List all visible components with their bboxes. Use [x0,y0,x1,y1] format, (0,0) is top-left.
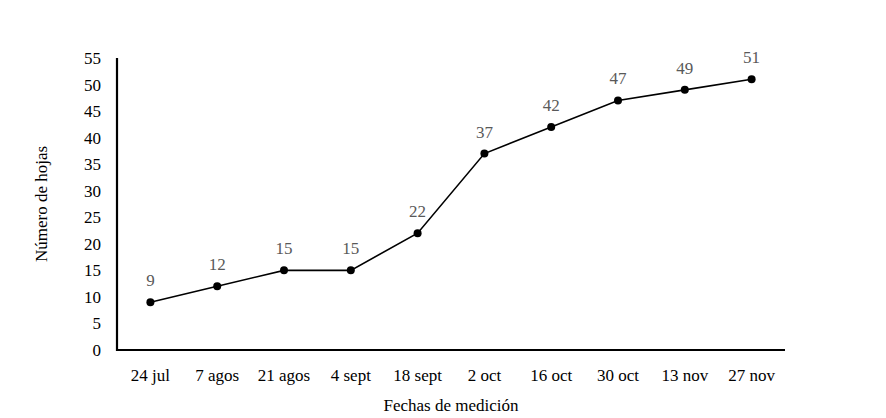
y-axis [116,58,118,351]
y-tick-label: 50 [84,76,101,95]
data-point [146,298,154,306]
data-label: 51 [743,48,760,67]
x-tick-label: 2 oct [468,366,502,385]
data-label: 49 [676,59,693,78]
y-tick-label: 40 [84,129,101,148]
x-tick-label: 27 nov [728,366,775,385]
x-tick-label: 24 jul [131,366,170,385]
data-point [347,266,355,274]
y-tick-label: 25 [84,208,101,227]
data-label: 9 [146,271,155,290]
x-tick-label: 21 agos [258,366,310,385]
data-label: 37 [476,123,494,142]
y-tick-label: 45 [84,102,101,121]
x-tick-label: 7 agos [195,366,239,385]
data-line [150,79,751,302]
data-label: 12 [209,255,226,274]
y-tick-label: 20 [84,235,101,254]
x-tick-label: 16 oct [530,366,572,385]
data-point [681,86,689,94]
y-tick-label: 10 [84,288,101,307]
data-point [748,75,756,83]
x-axis [116,349,785,351]
y-tick-label: 5 [93,314,102,333]
y-tick-label: 55 [84,49,101,68]
x-tick-label: 13 nov [661,366,708,385]
data-label: 22 [409,202,426,221]
data-label: 42 [543,96,560,115]
chart: 0 5 10 15 20 25 30 35 40 45 50 55 24 jul 7 agos 21 ago… [0,0,886,418]
y-tick-label: 15 [84,261,101,280]
x-tick-label: 18 sept [393,366,442,385]
data-point [547,123,555,131]
x-tick-label: 4 sept [331,366,371,385]
plot-area [146,75,755,306]
data-label: 47 [610,69,628,88]
chart-container: 0 5 10 15 20 25 30 35 40 45 50 55 24 jul 7 agos 21 ago… [0,0,886,418]
x-axis-title: Fechas de medición [383,396,519,415]
data-point [614,96,622,104]
x-tick-label: 30 oct [597,366,639,385]
y-tick-label: 35 [84,155,101,174]
y-tick-label: 0 [93,341,102,360]
data-point [280,266,288,274]
y-axis-title: Número de hojas [32,146,51,262]
data-label: 15 [342,239,359,258]
y-tick-label: 30 [84,182,101,201]
data-label: 15 [276,239,293,258]
data-point [414,229,422,237]
data-point [213,282,221,290]
data-point [480,150,488,158]
